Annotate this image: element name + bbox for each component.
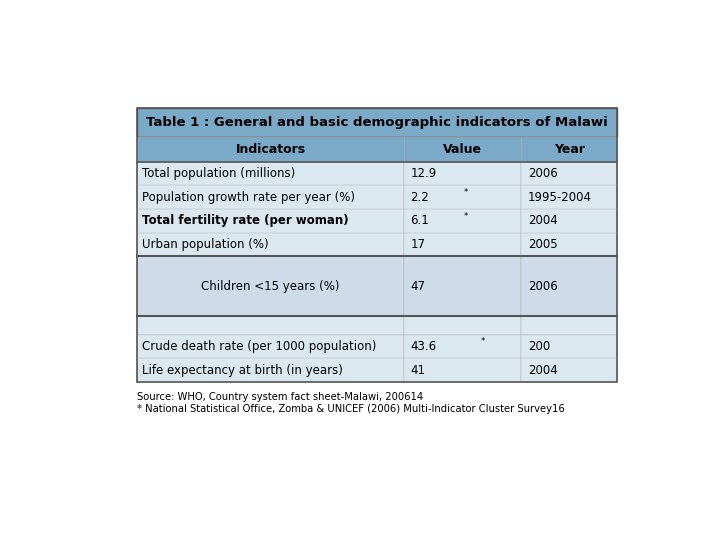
Bar [404,335,521,382]
Text: Year: Year [554,143,585,156]
Bar [138,109,617,137]
Text: 2004: 2004 [528,364,558,377]
Text: 2004: 2004 [528,214,558,227]
Text: Crude death rate (per 1000 population): Crude death rate (per 1000 population) [142,340,377,353]
Bar [521,316,617,335]
Text: 17: 17 [410,238,426,251]
Bar [521,137,617,161]
Text: Total fertility rate (per woman): Total fertility rate (per woman) [142,214,348,227]
Text: Table 1 : General and basic demographic indicators of Malawi: Table 1 : General and basic demographic … [146,116,608,129]
Bar [138,316,404,335]
Bar [138,256,404,316]
Text: Urban population (%): Urban population (%) [142,238,269,251]
Text: 6.1: 6.1 [410,214,429,227]
Text: Children <15 years (%): Children <15 years (%) [202,280,340,293]
Bar [404,316,521,335]
Bar [138,109,617,382]
Text: Population growth rate per year (%): Population growth rate per year (%) [142,191,355,204]
Text: 41: 41 [410,364,426,377]
Text: 2006: 2006 [528,167,558,180]
Bar [404,256,521,316]
Bar [138,137,404,161]
Text: Total population (millions): Total population (millions) [142,167,295,180]
Text: 2005: 2005 [528,238,558,251]
Bar [404,137,521,161]
Text: 12.9: 12.9 [410,167,437,180]
Bar [138,335,404,382]
Text: *: * [481,338,485,346]
Text: *: * [464,212,468,221]
Text: Value: Value [443,143,482,156]
Text: 43.6: 43.6 [410,340,436,353]
Text: *: * [464,188,468,197]
Bar [521,256,617,316]
Text: Indicators: Indicators [235,143,306,156]
Text: Source: WHO, Country system fact sheet-Malawi, 200614
* National Statistical Off: Source: WHO, Country system fact sheet-M… [138,393,565,414]
Bar [404,161,521,256]
Bar [138,161,404,256]
Text: 1995-2004: 1995-2004 [528,191,592,204]
Text: 200: 200 [528,340,550,353]
Text: 2.2: 2.2 [410,191,429,204]
Bar [521,161,617,256]
Bar [521,335,617,382]
Text: Life expectancy at birth (in years): Life expectancy at birth (in years) [142,364,343,377]
Text: 2006: 2006 [528,280,558,293]
Text: 47: 47 [410,280,426,293]
